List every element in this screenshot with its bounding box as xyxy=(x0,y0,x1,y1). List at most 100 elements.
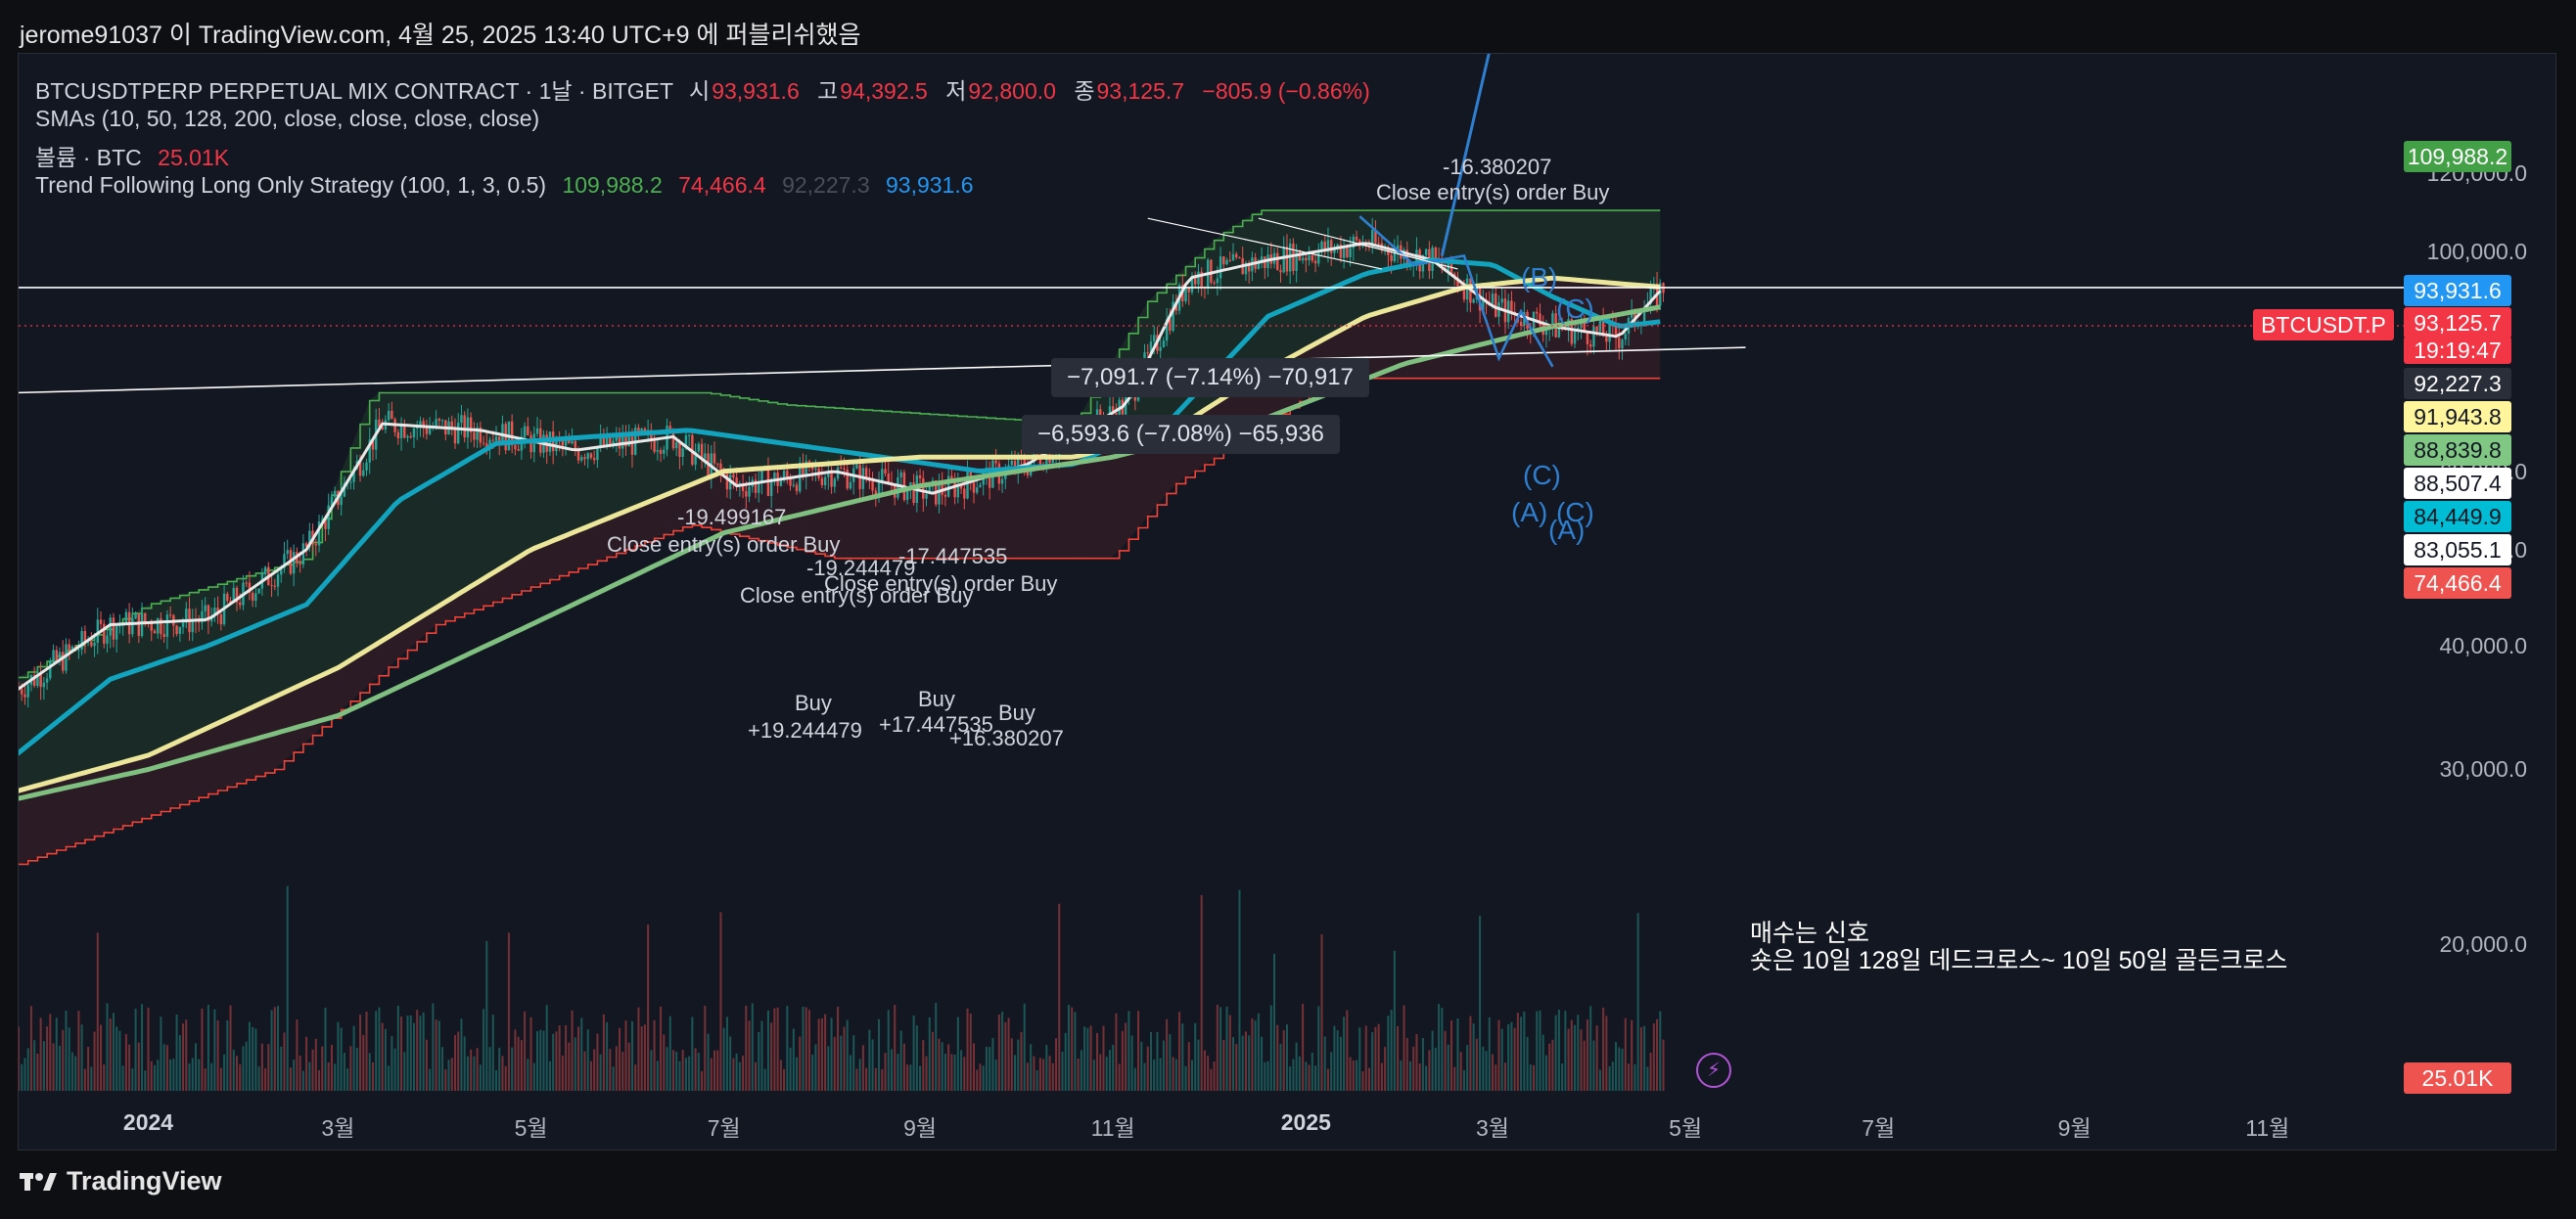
candle-body xyxy=(897,476,899,498)
candle-body xyxy=(1257,262,1261,269)
volume-bar xyxy=(403,1052,406,1091)
volume-bar xyxy=(416,1010,419,1091)
volume-bar xyxy=(612,1066,615,1091)
volume-bar xyxy=(1656,1018,1659,1091)
volume-bar xyxy=(349,1046,352,1091)
candle-body xyxy=(1371,230,1374,248)
legend-volume-row[interactable]: 볼륨 · BTC 25.01K xyxy=(35,139,229,172)
volume-bar xyxy=(1017,1039,1020,1091)
candle-body xyxy=(1601,319,1605,337)
candle-body xyxy=(527,426,529,435)
volume-bar xyxy=(1608,1065,1611,1091)
candle-body xyxy=(1045,451,1048,470)
lightning-icon[interactable]: ⚡ xyxy=(1696,1053,1731,1088)
volume-bar xyxy=(422,1012,425,1091)
high-label: 고 xyxy=(817,78,839,104)
candle-body xyxy=(846,469,849,489)
candle-body xyxy=(1124,396,1127,415)
trade-annotation: +17.447535 xyxy=(879,712,993,737)
volume-bar xyxy=(938,1038,941,1091)
candle-body xyxy=(596,446,599,461)
candle-body xyxy=(185,609,188,623)
candle-body xyxy=(219,614,223,625)
legend-sma-row[interactable]: SMAs (10, 50, 128, 200, close, close, cl… xyxy=(35,106,539,132)
volume-bar xyxy=(375,1011,378,1091)
candle-body xyxy=(273,585,276,587)
candle-body xyxy=(416,427,419,429)
volume-bar xyxy=(162,1044,165,1091)
volume-bar xyxy=(1390,1009,1393,1091)
volume-bar xyxy=(1412,1046,1415,1091)
candle-body xyxy=(1482,299,1485,311)
symbol-tag[interactable]: BTCUSDT.P xyxy=(2253,309,2394,340)
volume-bar xyxy=(1384,1047,1387,1091)
volume-bar xyxy=(1089,1025,1092,1091)
price-scale-pill: 93,931.6 xyxy=(2404,275,2511,306)
volume-bar xyxy=(935,1003,938,1091)
volume-bar xyxy=(128,1044,131,1091)
volume-bar xyxy=(1241,1035,1244,1091)
volume-bar xyxy=(495,1069,497,1091)
volume-bar xyxy=(697,1053,700,1091)
volume-bar xyxy=(1251,1017,1254,1091)
volume-bar xyxy=(1080,1050,1082,1091)
volume-bar xyxy=(1364,1025,1367,1091)
candle-body xyxy=(1424,248,1428,255)
measure-label-1[interactable]: −7,091.7 (−7.14%) −70,917 xyxy=(1051,358,1369,397)
candle-body xyxy=(52,650,55,662)
sma-line xyxy=(19,304,1661,801)
volume-bar xyxy=(1030,1044,1033,1091)
volume-bar xyxy=(296,1019,299,1091)
low-value: 92,800.0 xyxy=(968,78,1056,104)
volume-bar xyxy=(1586,1019,1588,1091)
trade-annotation: -17.447535 xyxy=(898,544,1008,568)
volume-bar xyxy=(624,1020,627,1091)
volume-bar xyxy=(147,1007,150,1091)
volume-bar xyxy=(483,1009,485,1091)
volume-bar xyxy=(580,1017,583,1091)
candle-body xyxy=(58,652,62,661)
volume-bar xyxy=(1485,1051,1488,1091)
candle-body xyxy=(343,482,346,497)
measure-label-2[interactable]: −6,593.6 (−7.08%) −65,936 xyxy=(1022,415,1340,454)
volume-bar xyxy=(412,1022,415,1091)
legend-strategy-row[interactable]: Trend Following Long Only Strategy (100,… xyxy=(35,172,974,199)
volume-bar xyxy=(1149,1031,1152,1091)
volume-bar xyxy=(191,1058,194,1091)
candle-body xyxy=(1618,338,1621,349)
candle-body xyxy=(535,428,539,434)
volume-bar xyxy=(1507,1023,1510,1091)
candle-body xyxy=(1614,325,1618,339)
candle-body xyxy=(45,678,49,683)
tradingview-logo[interactable]: TradingView xyxy=(20,1166,222,1196)
candle-body xyxy=(1038,455,1042,467)
volume-bar xyxy=(558,1025,561,1091)
price-scale-pill: 91,943.8 xyxy=(2404,401,2511,432)
candle-body xyxy=(605,433,609,447)
volume-bar xyxy=(488,1047,491,1091)
volume-bar xyxy=(1643,1025,1646,1091)
candle-body xyxy=(599,436,602,447)
volume-bar xyxy=(979,1063,982,1091)
trade-annotation: Close entry(s) order Buy xyxy=(740,583,974,608)
volume-bar xyxy=(1038,1058,1041,1091)
candle-body xyxy=(140,612,144,637)
volume-bar xyxy=(1346,1010,1349,1091)
y-tick-label: 40,000.0 xyxy=(2439,632,2527,658)
volume-value: 25.01K xyxy=(158,145,230,170)
candle-body xyxy=(571,440,574,444)
volume-bar xyxy=(1311,1053,1313,1091)
candle-body xyxy=(1017,454,1020,472)
candle-body xyxy=(479,427,483,443)
candle-body xyxy=(469,417,473,432)
candle-body xyxy=(409,435,412,438)
candle-body xyxy=(23,694,26,698)
candle-body xyxy=(659,450,663,454)
candle-body xyxy=(807,461,811,463)
volume-bar xyxy=(432,1003,435,1091)
low-label: 저 xyxy=(945,78,967,104)
volume-bar xyxy=(23,1058,26,1091)
volume-bar xyxy=(277,1006,280,1091)
candle-body xyxy=(849,481,852,489)
candle-body xyxy=(510,421,514,446)
